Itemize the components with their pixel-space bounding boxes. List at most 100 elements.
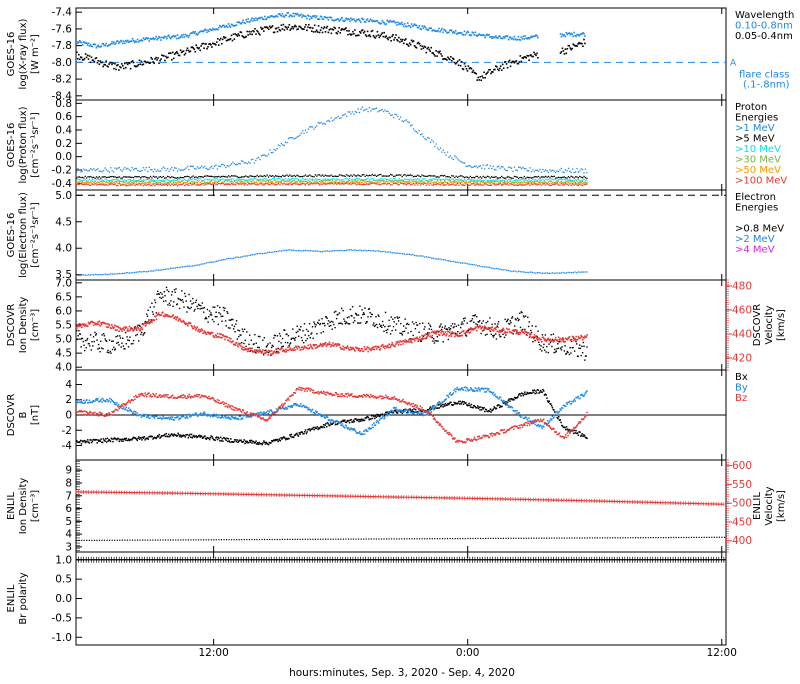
data-point <box>572 347 573 348</box>
data-point <box>496 66 498 68</box>
y-tick-label: 0.0 <box>55 593 72 605</box>
data-point <box>454 32 456 34</box>
data-point <box>326 316 327 317</box>
data-point <box>335 118 336 119</box>
data-point <box>261 179 262 180</box>
data-point <box>153 184 154 185</box>
y-tick-label: 5.0 <box>55 334 72 346</box>
data-point <box>345 183 346 184</box>
data-point <box>538 184 539 185</box>
data-point <box>440 332 442 334</box>
data-point <box>109 325 111 327</box>
data-point <box>461 162 462 163</box>
data-point <box>190 183 191 184</box>
data-point <box>467 322 468 323</box>
data-point <box>77 184 78 185</box>
data-point <box>538 179 539 180</box>
data-point <box>80 171 81 172</box>
data-point <box>264 337 265 338</box>
data-point <box>545 351 546 352</box>
data-point <box>407 183 408 184</box>
data-point <box>137 176 138 177</box>
data-point <box>409 179 410 180</box>
data-point <box>210 181 211 182</box>
data-point <box>235 164 236 165</box>
data-point <box>532 169 533 170</box>
data-point <box>377 31 379 33</box>
data-point <box>219 260 220 261</box>
data-point <box>420 185 421 186</box>
data-point <box>430 183 431 184</box>
data-point <box>369 34 371 36</box>
data-point <box>512 182 513 183</box>
data-point <box>245 255 246 256</box>
data-point <box>457 61 459 63</box>
data-point <box>503 67 505 69</box>
data-point <box>501 181 502 182</box>
data-point <box>348 19 350 21</box>
data-point <box>169 303 170 304</box>
data-point <box>222 183 223 184</box>
data-point <box>436 340 437 341</box>
data-point <box>367 316 368 317</box>
data-point <box>178 181 179 182</box>
data-point <box>107 323 109 325</box>
data-point <box>414 130 415 131</box>
data-point <box>139 171 140 172</box>
data-point <box>265 181 266 182</box>
data-point <box>385 251 386 252</box>
data-point <box>529 321 530 322</box>
data-point <box>236 256 237 257</box>
data-point <box>198 178 199 179</box>
data-point <box>140 177 141 178</box>
data-point <box>282 338 283 339</box>
data-point <box>419 255 420 256</box>
data-point <box>246 349 248 351</box>
data-point <box>238 163 239 164</box>
data-point <box>272 178 273 179</box>
data-point <box>421 180 422 181</box>
data-point <box>501 69 503 71</box>
data-point <box>244 23 246 25</box>
data-point <box>226 336 228 338</box>
data-point <box>477 265 478 266</box>
data-point <box>96 184 97 185</box>
data-point <box>298 180 299 181</box>
data-point <box>574 172 575 173</box>
data-point <box>152 311 153 312</box>
data-point <box>463 162 464 163</box>
data-point <box>187 325 189 327</box>
data-point <box>393 252 394 253</box>
data-point <box>569 45 571 47</box>
data-point <box>551 176 552 177</box>
data-point <box>275 179 276 180</box>
data-point <box>196 300 197 301</box>
data-point <box>319 32 321 34</box>
data-point <box>177 185 178 186</box>
data-point <box>498 179 499 180</box>
data-point <box>174 184 175 185</box>
data-point <box>282 144 283 145</box>
data-point <box>348 316 349 317</box>
data-point <box>405 254 406 255</box>
data-point <box>261 351 263 353</box>
data-point <box>167 176 168 177</box>
right-y-tick-label: 400 <box>732 535 752 547</box>
data-point <box>458 262 459 263</box>
data-point <box>242 181 243 182</box>
data-point <box>582 181 583 182</box>
data-point <box>305 130 306 131</box>
data-point <box>528 272 529 273</box>
data-point <box>488 180 489 181</box>
data-point <box>281 24 283 26</box>
data-point <box>500 336 501 337</box>
y-axis-label: Ion Density <box>18 297 29 354</box>
data-point <box>440 330 442 332</box>
data-point <box>421 48 423 50</box>
data-point <box>302 349 304 351</box>
data-point <box>335 343 337 345</box>
data-point <box>318 323 319 324</box>
data-point <box>360 350 362 352</box>
data-point <box>122 43 124 45</box>
data-point <box>379 179 380 180</box>
